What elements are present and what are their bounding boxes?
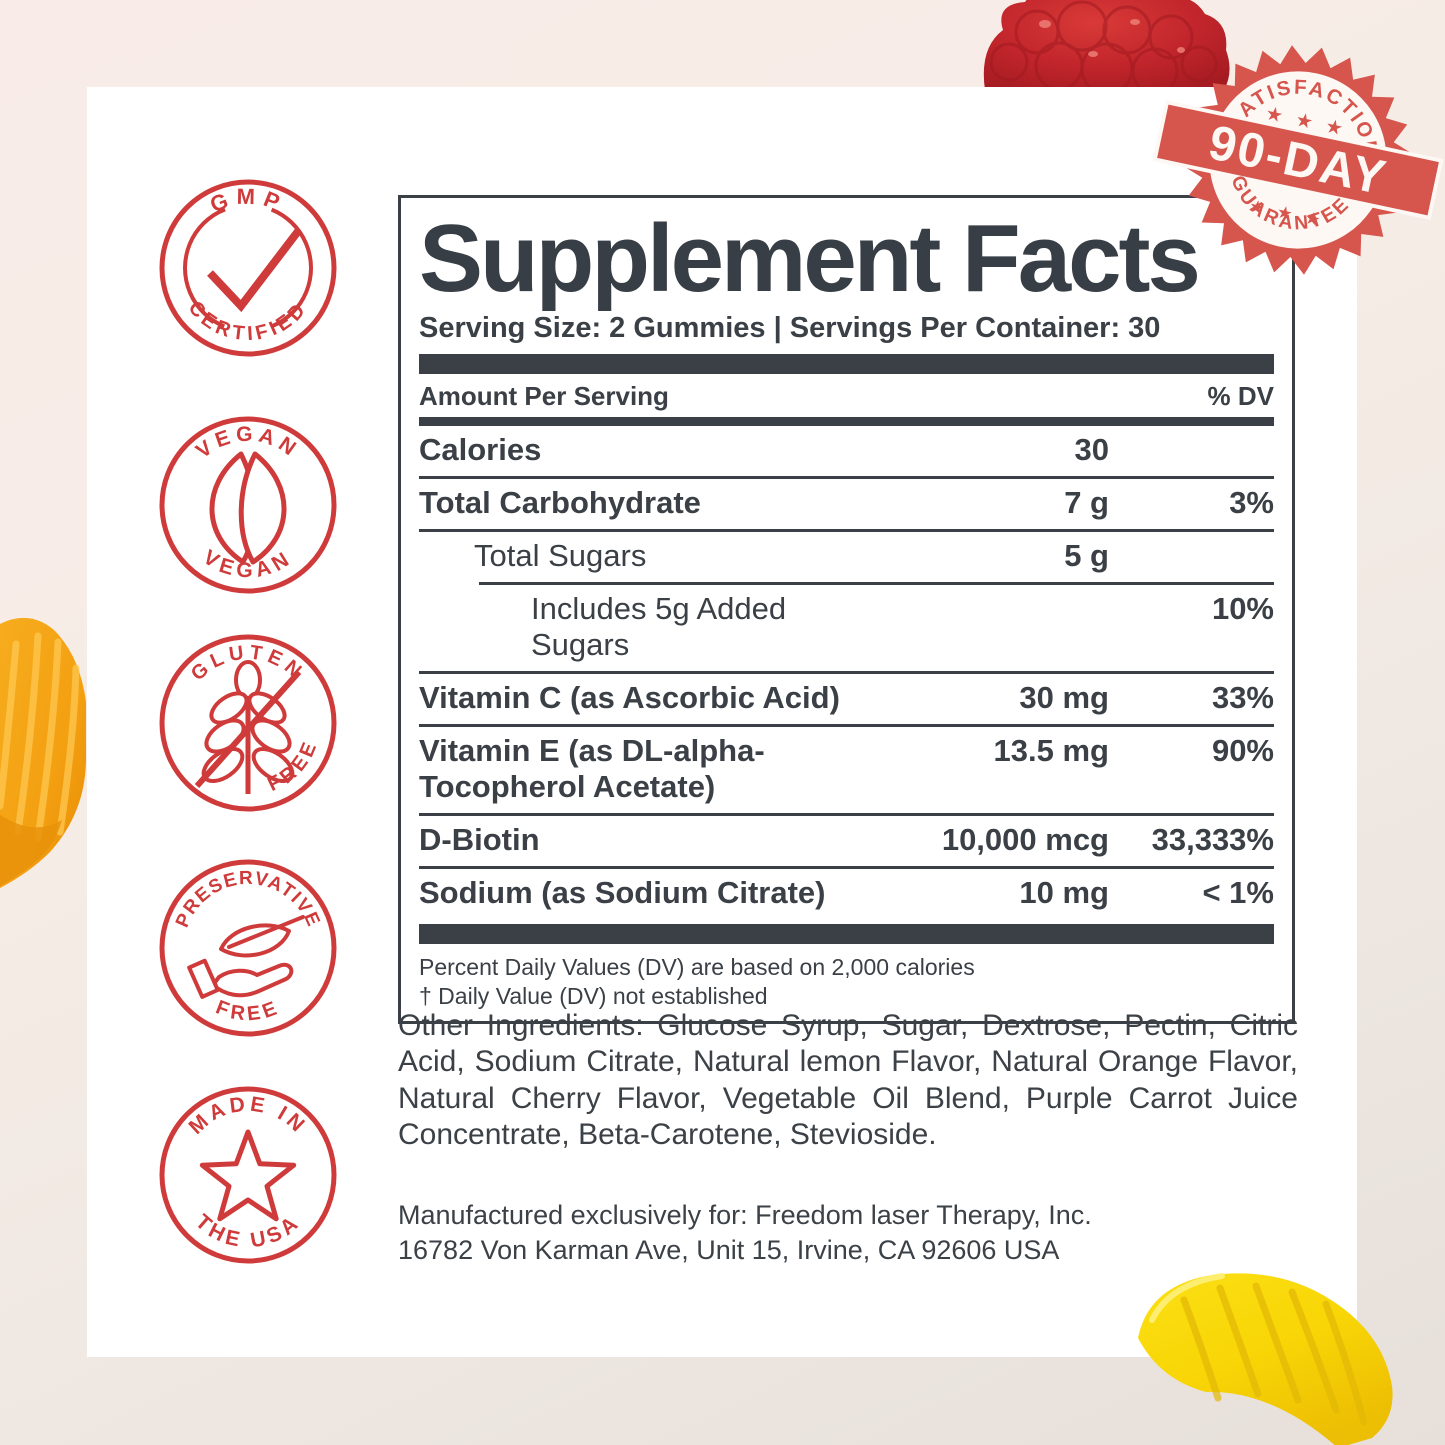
table-row: Sodium (as Sodium Citrate) 10 mg < 1% (419, 869, 1274, 919)
star-icon (199, 1129, 297, 1222)
row-divider (419, 476, 1274, 480)
manufacturer-address: 16782 Von Karman Ave, Unit 15, Irvine, C… (398, 1235, 1060, 1266)
divider-bar (419, 417, 1274, 427)
supplement-facts-box: Supplement Facts Serving Size: 2 Gummies… (398, 195, 1295, 1025)
badge-preservative-free: PRESERVATIVE FREE (159, 859, 337, 1037)
table-row: Total Carbohydrate 7 g 3% (419, 479, 1274, 529)
row-name: Total Carbohydrate (419, 485, 701, 521)
row-name: Sodium (as Sodium Citrate) (419, 874, 826, 910)
row-amount: 10,000 mcg (941, 821, 1109, 857)
serving-size-line: Serving Size: 2 Gummies | Servings Per C… (419, 312, 1161, 345)
row-divider (419, 723, 1274, 727)
row-dv: 3% (1229, 485, 1274, 521)
svg-text:PRESERVATIVE: PRESERVATIVE (172, 868, 324, 931)
row-name: D-Biotin (419, 821, 540, 857)
row-name: Total Sugars (474, 537, 647, 573)
badge-gmp-certified: GMP CERTIFIED (159, 179, 337, 357)
footnote-dv-basis: Percent Daily Values (DV) are based on 2… (419, 953, 975, 980)
row-dv: 90% (1211, 732, 1274, 768)
row-divider (419, 812, 1274, 816)
table-row: Vitamin E (as DL-alpha-Tocopherol Acetat… (419, 727, 1274, 813)
row-dv: < 1% (1202, 874, 1274, 910)
row-name: Vitamin E (as DL-alpha-Tocopherol Acetat… (419, 732, 765, 804)
hand-leaf-icon (187, 915, 305, 999)
svg-text:CERTIFIED: CERTIFIED (184, 297, 312, 345)
manufacturer-line: Manufactured exclusively for: Freedom la… (398, 1200, 1092, 1230)
footnote-dagger: † Daily Value (DV) not established (419, 983, 768, 1010)
row-divider (419, 865, 1274, 869)
svg-text:FREE: FREE (213, 996, 284, 1025)
row-name: Includes 5g Added Sugars (531, 590, 787, 662)
guarantee-stamp: SATISFACTION ★ ★ ★ 90-DAY ★ ★ ★ GUARANTE… (1152, 45, 1444, 275)
broken-ring-icon (183, 203, 313, 333)
row-divider (419, 528, 1274, 532)
row-amount: 7 g (1064, 485, 1109, 521)
table-row: Includes 5g Added Sugars 10% (419, 585, 1274, 671)
badge-made-in-usa: MADE IN THE USA (159, 1086, 337, 1264)
checkmark-icon (207, 227, 303, 313)
row-name: Calories (419, 432, 542, 468)
badge-bottom-label: FREE (213, 996, 280, 1025)
badge-top-label: PRESERVATIVE (172, 868, 323, 931)
row-dv: 33% (1211, 679, 1274, 715)
row-amount: 13.5 mg (993, 732, 1109, 768)
row-amount: 10 mg (1019, 874, 1109, 910)
svg-text:THE USA: THE USA (191, 1210, 305, 1252)
badge-vegan: VEGAN VEGAN (159, 416, 337, 594)
table-row: Total Sugars 5 g (419, 532, 1274, 582)
leaf-icon (209, 451, 287, 565)
row-divider (419, 670, 1274, 674)
row-name: Vitamin C (as Ascorbic Acid) (419, 679, 840, 715)
badge-gluten-free: GLUTEN FREE (159, 634, 337, 812)
row-dv: 33,333% (1151, 821, 1274, 857)
row-amount: 5 g (1064, 537, 1109, 573)
percent-dv-header: % DV (1207, 381, 1274, 412)
table-row: D-Biotin 10,000 mcg 33,333% (419, 816, 1274, 866)
table-row: Vitamin C (as Ascorbic Acid) 30 mg 33% (419, 674, 1274, 724)
manufacturer-info: Manufactured exclusively for: Freedom la… (398, 1198, 1298, 1268)
other-ingredients-text: Other Ingredients: Glucose Syrup, Sugar,… (398, 1009, 1298, 1151)
orange-gummy-image (0, 617, 86, 888)
amount-per-serving-header: Amount Per Serving (419, 381, 669, 412)
raspberry-gummy-image (983, 0, 1230, 90)
row-amount: 30 mg (1019, 679, 1109, 715)
supplement-facts-title: Supplement Facts (419, 205, 1201, 312)
yellow-gummy-image (1138, 1273, 1393, 1445)
badge-bottom-label: THE USA (191, 1210, 301, 1252)
banner-ribbon (1152, 99, 1444, 221)
badge-bottom-label: CERTIFIED (184, 297, 308, 345)
divider-bar (419, 923, 1274, 944)
row-divider (479, 581, 1274, 585)
table-row: Calories 30 (419, 426, 1274, 476)
row-amount: 30 (1074, 432, 1109, 468)
row-dv: 10% (1211, 590, 1274, 626)
wheat-crossed-icon (194, 660, 302, 794)
divider-bar (419, 354, 1274, 375)
